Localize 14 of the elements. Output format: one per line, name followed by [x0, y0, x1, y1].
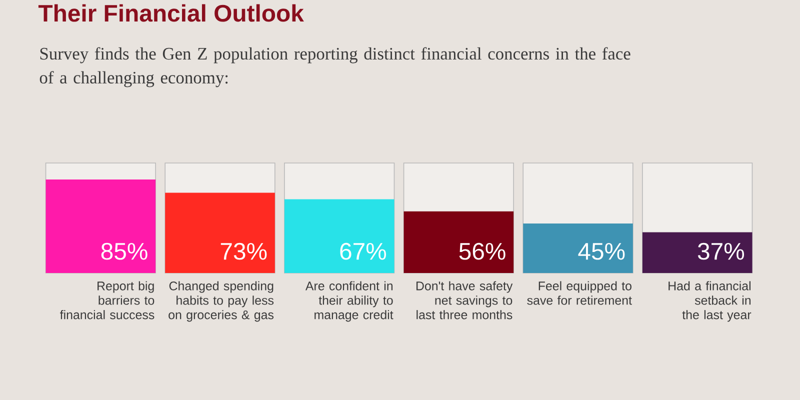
- chart-subtitle: Survey finds the Gen Z population reporting distinct financial concerns in the face of a challenging economy:: [40, 47, 630, 88]
- chart-title: Their Financial Outlook: [38, 4, 304, 22]
- data-label: 73%: [220, 242, 267, 260]
- data-label: 85%: [101, 242, 148, 260]
- data-label: 67%: [340, 242, 386, 260]
- x-tick-label: Had a financial setback in the last year: [668, 281, 752, 322]
- x-tick-label: Feel equipped to save for retirement: [527, 281, 632, 305]
- data-label: 45%: [578, 242, 625, 260]
- data-label: 56%: [459, 242, 506, 260]
- x-tick-label: Report big barriers to financial success: [60, 281, 154, 320]
- x-tick-label: Are confident in their ability to manage credit: [305, 281, 394, 322]
- data-label: 37%: [698, 242, 744, 260]
- x-tick-label: Changed spending habits to pay less on groceries & gas: [168, 281, 274, 322]
- x-tick-label: Don't have safety net savings to last three months: [416, 281, 513, 320]
